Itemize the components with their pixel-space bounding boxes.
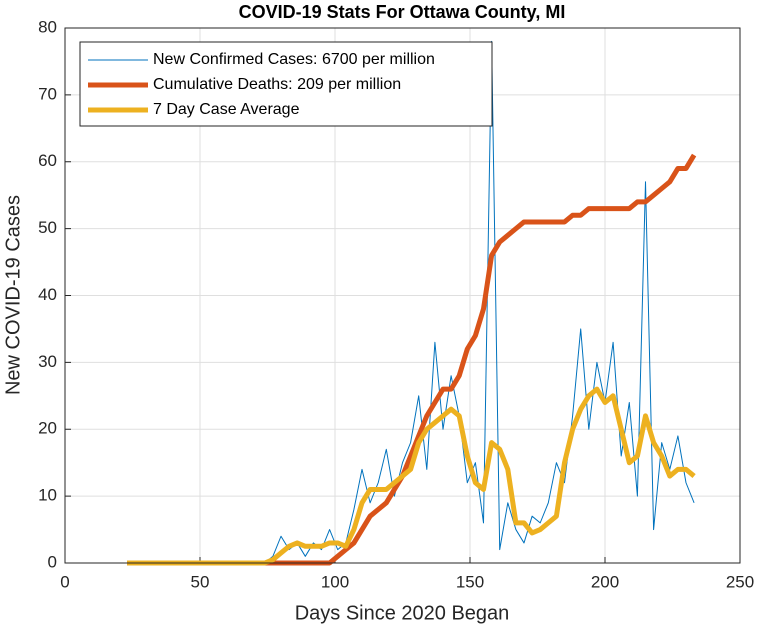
y-tick-label: 70: [38, 84, 57, 103]
x-tick-label: 0: [60, 572, 69, 591]
x-tick-label: 50: [191, 572, 210, 591]
y-tick-label: 50: [38, 218, 57, 237]
legend-label: Cumulative Deaths: 209 per million: [153, 76, 401, 93]
legend-box: [79, 41, 493, 127]
legend-label: 7 Day Case Average: [153, 101, 300, 118]
x-tick-label: 250: [726, 572, 754, 591]
x-tick-label: 200: [591, 572, 619, 591]
y-tick-label: 0: [48, 552, 57, 571]
legend-label: New Confirmed Cases: 6700 per million: [153, 51, 435, 68]
y-tick-label: 20: [38, 419, 57, 438]
axes-box: [64, 27, 741, 564]
y-tick-label: 10: [38, 486, 57, 505]
chart-title: COVID-19 Stats For Ottawa County, MI: [239, 2, 566, 22]
y-tick-label: 30: [38, 352, 57, 371]
x-tick-label: 150: [456, 572, 484, 591]
y-tick-label: 80: [38, 17, 57, 36]
x-axis-label: Days Since 2020 Began: [295, 602, 510, 624]
y-axis-label: New COVID-19 Cases: [2, 195, 24, 395]
y-tick-label: 60: [38, 151, 57, 170]
y-tick-label: 40: [38, 285, 57, 304]
x-tick-label: 100: [321, 572, 349, 591]
